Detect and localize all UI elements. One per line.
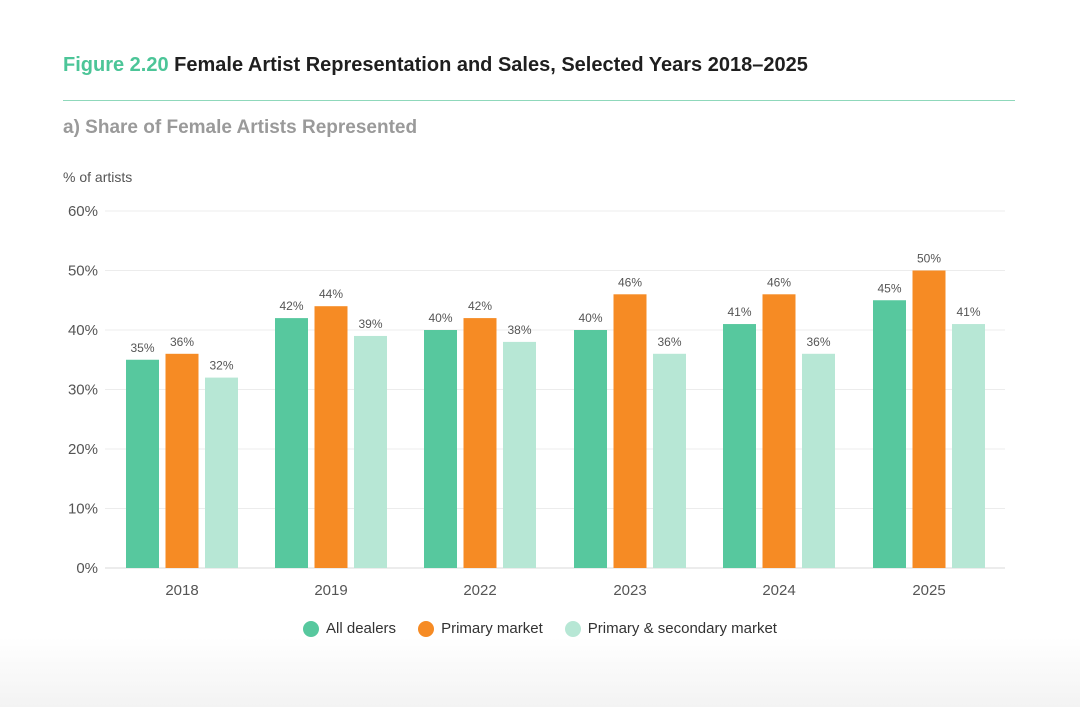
bar-value-label: 45% xyxy=(877,281,901,295)
legend-item: Primary & secondary market xyxy=(564,620,777,637)
y-axis-unit-label: % of artists xyxy=(63,169,133,185)
bar-all-dealers-2023 xyxy=(574,330,607,568)
figure-title-text: Female Artist Representation and Sales, … xyxy=(174,54,808,76)
bar-value-label: 41% xyxy=(956,305,980,319)
bar-value-label: 32% xyxy=(209,359,233,373)
legend-item: All dealers xyxy=(303,620,396,637)
title-divider xyxy=(63,100,1015,101)
bar-primary-market-2023 xyxy=(613,294,647,568)
x-tick-label: 2024 xyxy=(762,582,795,599)
bar-value-label: 46% xyxy=(767,275,791,289)
bar-value-label: 36% xyxy=(806,335,830,349)
bar-value-label: 35% xyxy=(130,341,154,355)
x-tick-label: 2022 xyxy=(463,582,496,599)
x-tick-label: 2018 xyxy=(165,582,198,599)
bar-primary-market-2024 xyxy=(762,294,796,568)
bar-value-label: 42% xyxy=(468,299,492,313)
y-tick-label: 20% xyxy=(68,441,98,458)
bar-value-label: 40% xyxy=(428,311,452,325)
bar-value-label: 42% xyxy=(279,299,303,313)
bar-primary-secondary-market-2018 xyxy=(205,377,238,568)
y-tick-label: 40% xyxy=(68,322,98,339)
bar-value-label: 36% xyxy=(170,335,194,349)
y-tick-label: 60% xyxy=(68,203,98,220)
bar-value-label: 38% xyxy=(507,323,531,337)
y-tick-label: 10% xyxy=(68,501,98,518)
legend-item: Primary market xyxy=(418,620,543,637)
bar-value-label: 41% xyxy=(727,305,751,319)
legend-label: All dealers xyxy=(326,620,397,637)
bar-value-label: 46% xyxy=(618,275,642,289)
legend-swatch xyxy=(564,620,581,637)
x-tick-label: 2025 xyxy=(912,582,945,599)
legend-swatch xyxy=(418,620,435,637)
bar-all-dealers-2022 xyxy=(424,330,457,568)
bar-all-dealers-2025 xyxy=(873,300,906,568)
legend-label: Primary & secondary market xyxy=(587,620,777,637)
bar-value-label: 39% xyxy=(358,317,382,331)
bar-value-label: 40% xyxy=(578,311,602,325)
bar-primary-secondary-market-2019 xyxy=(354,335,387,568)
bar-value-label: 50% xyxy=(917,252,941,266)
figure-title: Figure 2.20 Female Artist Representation… xyxy=(63,54,808,77)
legend-label: Primary market xyxy=(441,620,543,637)
y-tick-label: 50% xyxy=(68,263,98,280)
bar-primary-secondary-market-2022 xyxy=(503,341,536,568)
chart-subtitle: a) Share of Female Artists Represented xyxy=(63,117,418,138)
bar-primary-market-2025 xyxy=(912,270,946,568)
bar-primary-secondary-market-2025 xyxy=(952,324,985,568)
figure-number: Figure 2.20 xyxy=(63,54,169,76)
legend-swatch xyxy=(303,620,320,637)
bar-all-dealers-2024 xyxy=(723,324,756,568)
chart-legend: All dealers Primary market Primary & secon… xyxy=(0,620,1080,637)
bar-primary-secondary-market-2024 xyxy=(802,353,835,568)
bar-primary-market-2018 xyxy=(165,353,199,568)
bar-primary-market-2019 xyxy=(314,306,348,568)
y-tick-label: 0% xyxy=(76,560,98,577)
bar-all-dealers-2019 xyxy=(275,318,308,568)
bar-value-label: 36% xyxy=(657,335,681,349)
x-tick-label: 2019 xyxy=(314,582,347,599)
y-tick-label: 30% xyxy=(68,382,98,399)
bar-primary-market-2022 xyxy=(463,318,497,568)
bar-value-label: 44% xyxy=(319,287,343,301)
bar-primary-secondary-market-2023 xyxy=(653,353,686,568)
x-tick-label: 2023 xyxy=(613,582,646,599)
bottom-shade xyxy=(0,637,1080,707)
bar-all-dealers-2018 xyxy=(126,359,159,568)
